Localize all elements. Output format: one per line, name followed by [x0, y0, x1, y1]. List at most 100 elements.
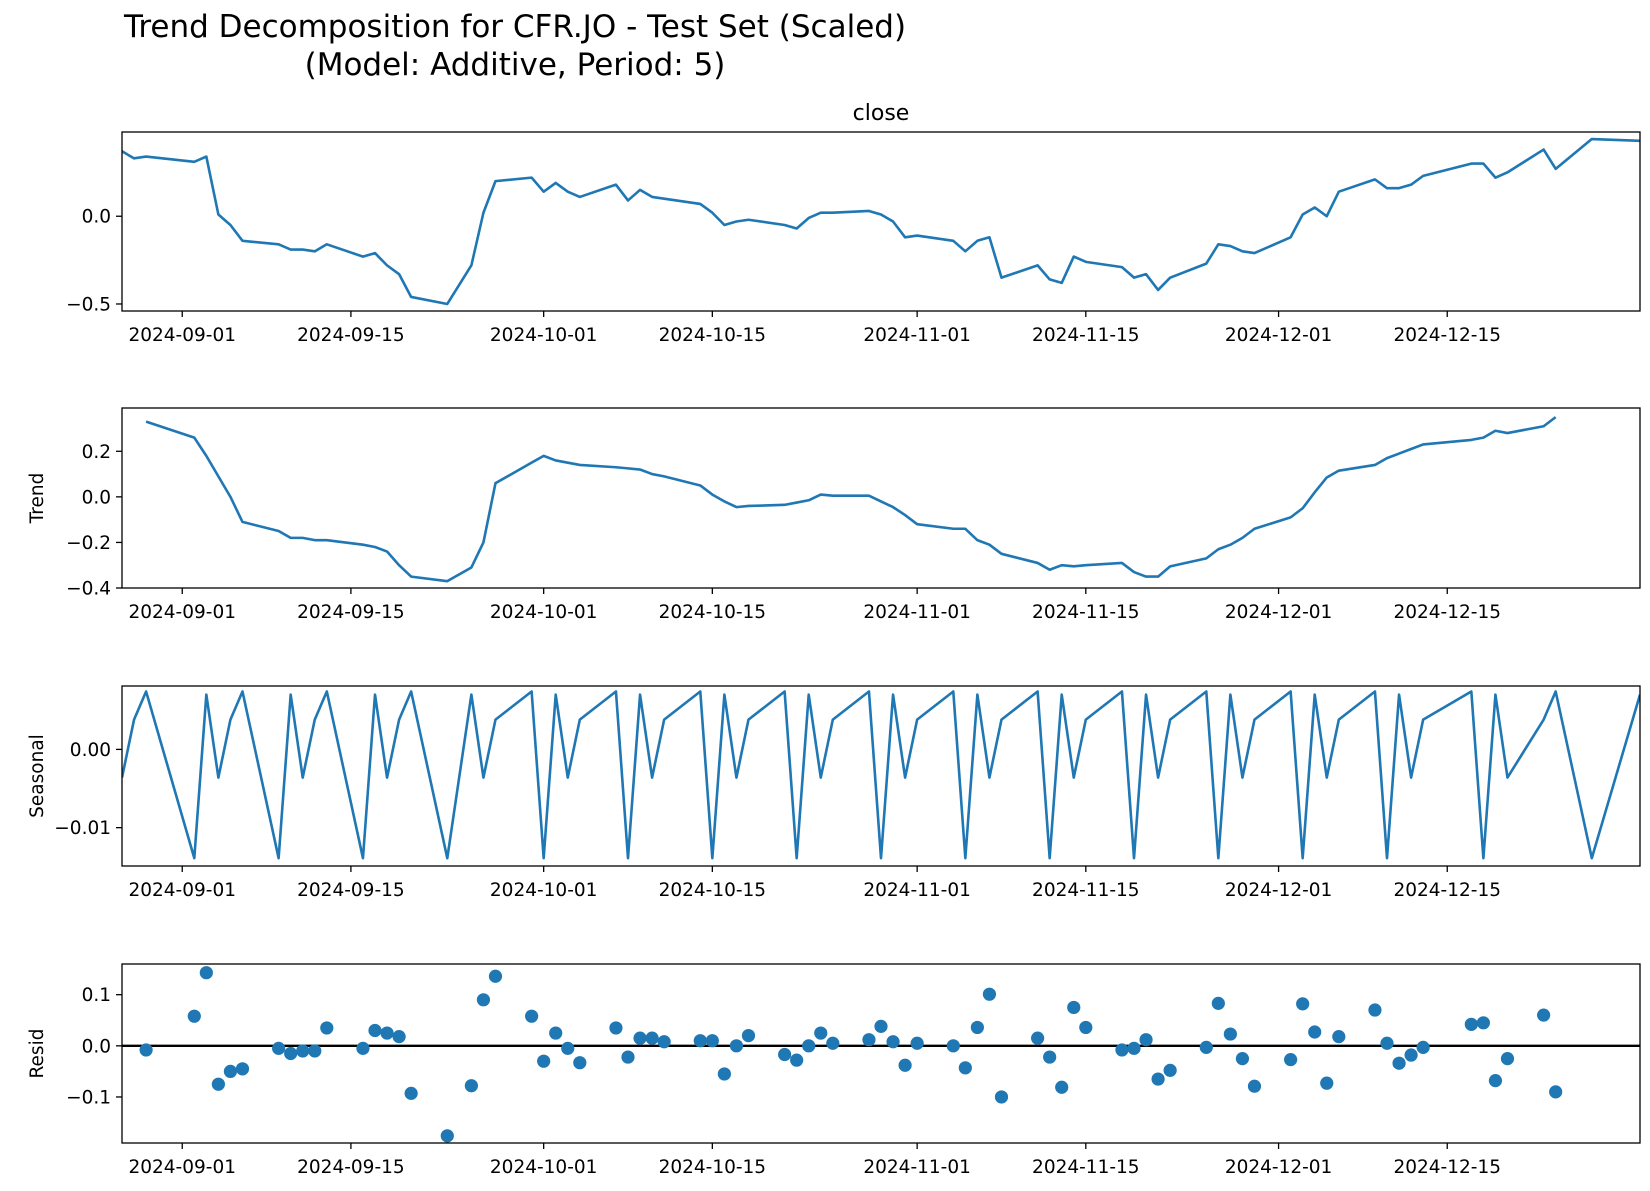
resid-point	[1368, 1003, 1382, 1017]
panel-trend: 0.2 0.0 −0.2 −0.4 2024-09-01 2024-09-15 2024-1…	[27, 407, 1641, 623]
resid-point	[1115, 1043, 1129, 1057]
x-tick-label: 2024-10-01	[490, 325, 598, 346]
resid-point	[802, 1039, 816, 1053]
x-tick-label: 2024-09-01	[128, 1157, 236, 1178]
x-tick-label: 2024-11-15	[1032, 880, 1140, 901]
subplot-title: close	[853, 101, 910, 126]
resid-point	[1247, 1079, 1262, 1093]
resid-point	[790, 1053, 804, 1067]
x-tick-label: 2024-10-15	[659, 325, 767, 346]
resid-point	[525, 1009, 539, 1023]
resid-point	[1031, 1031, 1045, 1045]
resid-point	[826, 1036, 840, 1050]
resid-point	[308, 1044, 322, 1058]
panel-close: 0.0 −0.5 2024-09-01 2024-09-15 2024-10-01 202…	[66, 101, 1641, 346]
resid-point	[561, 1041, 575, 1055]
resid-point	[609, 1021, 623, 1035]
resid-point	[1488, 1074, 1503, 1088]
resid-point	[476, 993, 491, 1007]
resid-point	[1235, 1052, 1250, 1066]
x-tick-label: 2024-11-01	[863, 325, 971, 346]
resid-point	[356, 1041, 370, 1055]
x-tick-label: 2024-10-15	[659, 602, 767, 623]
resid-point	[1199, 1040, 1213, 1054]
x-tick-label: 2024-11-01	[863, 1157, 971, 1178]
resid-point	[1067, 1000, 1081, 1015]
resid-point	[488, 969, 503, 983]
y-tick-label: −0.5	[66, 294, 111, 315]
x-tick-label: 2024-12-01	[1225, 325, 1333, 346]
close-series-line	[122, 137, 1640, 306]
y-tick-label: −0.4	[66, 579, 111, 600]
resid-point	[1211, 996, 1225, 1010]
resid-axes-frame	[121, 963, 1641, 1144]
resid-point	[1537, 1008, 1551, 1022]
resid-point	[1223, 1027, 1237, 1041]
x-tick-label: 2024-12-15	[1393, 880, 1501, 901]
figure-title-line-2: (Model: Additive, Period: 5)	[304, 47, 726, 83]
x-tick-label: 2024-09-01	[128, 325, 236, 346]
resid-point	[633, 1031, 647, 1045]
x-tick-label: 2024-10-15	[659, 1157, 767, 1178]
resid-point	[1416, 1040, 1430, 1054]
x-tick-label: 2024-09-01	[128, 602, 236, 623]
y-tick-label: 0.2	[82, 442, 111, 463]
x-tick-label: 2024-11-15	[1032, 1157, 1140, 1178]
resid-point	[729, 1039, 744, 1053]
resid-point	[645, 1031, 659, 1045]
trend-axes-frame	[121, 407, 1641, 589]
resid-point	[621, 1050, 635, 1064]
x-tick-label: 2024-10-01	[490, 602, 598, 623]
x-tick-label: 2024-09-01	[128, 880, 236, 901]
resid-point	[946, 1039, 960, 1053]
resid-point	[440, 1129, 454, 1143]
resid-point	[717, 1067, 731, 1081]
resid-point	[1549, 1085, 1563, 1099]
y-tick-label: 0.0	[82, 487, 111, 508]
resid-y-axis-label: Resid	[27, 1029, 48, 1079]
x-tick-label: 2024-12-01	[1225, 602, 1333, 623]
seasonal-axes-frame	[121, 685, 1641, 867]
resid-point	[1139, 1033, 1153, 1047]
y-tick-label: 0.1	[82, 985, 111, 1006]
resid-point	[1127, 1041, 1141, 1055]
trend-y-axis-label: Trend	[27, 473, 48, 525]
resid-point	[1151, 1072, 1165, 1086]
y-tick-label: −0.2	[66, 533, 111, 554]
resid-point	[1308, 1025, 1322, 1039]
resid-point	[223, 1064, 238, 1078]
x-tick-label: 2024-11-01	[863, 602, 971, 623]
resid-point	[1284, 1053, 1298, 1067]
resid-point	[368, 1023, 382, 1038]
resid-point	[272, 1041, 286, 1055]
resid-point	[464, 1079, 478, 1093]
x-tick-label: 2024-09-15	[297, 602, 405, 623]
resid-point	[1296, 997, 1310, 1011]
resid-point	[862, 1033, 876, 1047]
y-tick-label: 0.0	[82, 207, 111, 228]
resid-point	[1500, 1052, 1515, 1066]
seasonal-series-line	[122, 690, 1640, 860]
x-tick-label: 2024-12-01	[1225, 1157, 1333, 1178]
resid-point	[994, 1090, 1009, 1104]
resid-point	[958, 1061, 972, 1075]
x-tick-label: 2024-10-01	[490, 880, 598, 901]
resid-point	[187, 1009, 201, 1023]
resid-point	[199, 966, 213, 980]
resid-point	[1404, 1048, 1418, 1062]
resid-point	[320, 1021, 334, 1035]
x-tick-label: 2024-12-15	[1393, 1157, 1501, 1178]
resid-point	[910, 1036, 924, 1050]
y-tick-label: −0.01	[54, 818, 111, 839]
resid-point	[549, 1026, 563, 1040]
resid-point	[404, 1086, 418, 1100]
resid-point	[657, 1035, 671, 1049]
resid-point	[741, 1029, 756, 1043]
resid-point	[1332, 1030, 1346, 1044]
panel-seasonal: 0.00 −0.01 2024-09-01 2024-09-15 2024-10-01 2…	[27, 685, 1641, 901]
resid-point	[296, 1044, 310, 1058]
resid-point	[139, 1043, 153, 1057]
y-tick-label: −0.1	[66, 1087, 111, 1108]
x-tick-label: 2024-11-01	[863, 880, 971, 901]
resid-point	[1380, 1036, 1394, 1050]
